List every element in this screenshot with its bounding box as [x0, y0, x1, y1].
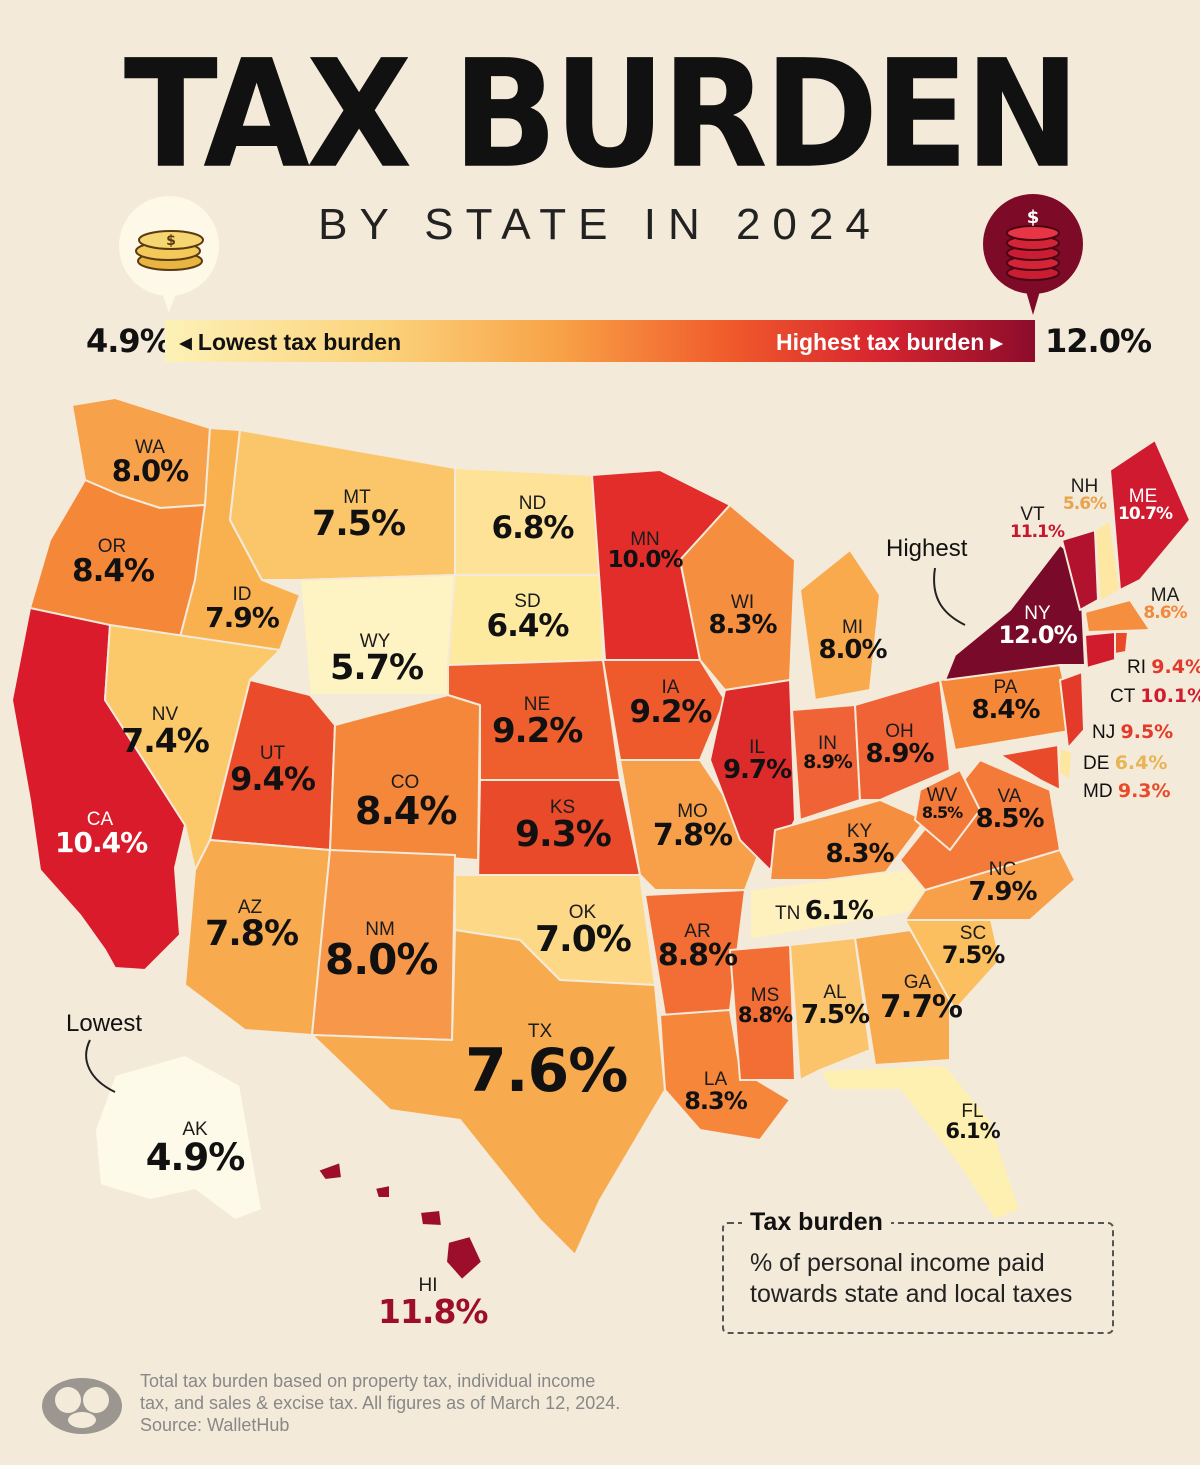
definition-text: % of personal income paid towards state … [750, 1249, 1073, 1308]
label-wa: WA 8.0% [111, 437, 189, 488]
coins-low-icon: $ [119, 196, 219, 313]
label-sd: SD 6.4% [486, 591, 570, 644]
label-nm: NM 8.0% [325, 919, 438, 984]
label-ma: MA 8.6% [1143, 585, 1187, 623]
label-nj: NJ 9.5% [1092, 721, 1174, 743]
label-co: CO 8.4% [355, 772, 457, 833]
label-nv: NV 7.4% [121, 704, 210, 760]
state-ky [769, 799, 926, 881]
state-la [659, 1009, 791, 1141]
label-ut: UT 9.4% [230, 743, 316, 798]
us-map [11, 397, 1191, 1280]
label-mn: MN 10.0% [607, 529, 684, 573]
state-ga [854, 929, 951, 1066]
label-la: LA 8.3% [684, 1069, 748, 1115]
label-mo: MO 7.8% [652, 801, 733, 853]
label-pa: PA 8.4% [971, 677, 1040, 725]
label-nc: NC 7.9% [968, 859, 1037, 907]
state-wv [914, 769, 981, 851]
legend-gradient-bar [165, 320, 1035, 362]
legend-low-label: ◂ Lowest tax burden [180, 329, 402, 355]
state-nj [1059, 671, 1085, 749]
label-mi: MI 8.0% [818, 617, 887, 665]
label-id: ID 7.9% [205, 584, 280, 634]
label-me: ME 10.7% [1118, 486, 1173, 524]
page-subtitle: BY STATE IN 2024 [318, 200, 882, 249]
label-vt: VT 11.1% [1010, 504, 1065, 542]
lowest-arrow [85, 1039, 116, 1093]
label-wv: WV 8.5% [921, 785, 963, 822]
label-wy: WY 5.7% [330, 631, 424, 688]
label-ia: IA 9.2% [629, 677, 713, 730]
lowest-annotation: Lowest [66, 1010, 143, 1037]
label-de: DE 6.4% [1083, 752, 1168, 774]
label-hi: HI 11.8% [378, 1275, 489, 1331]
state-fl [819, 1064, 1021, 1221]
state-ma [1084, 599, 1151, 633]
state-ak [94, 1054, 263, 1221]
label-ky: KY 8.3% [825, 821, 894, 869]
state-mi [799, 549, 881, 701]
label-az: AZ 7.8% [205, 897, 299, 954]
state-me [1109, 439, 1191, 591]
visual-capitalist-logo-icon [42, 1378, 122, 1434]
label-tn: TN 6.1% [775, 896, 874, 926]
label-ri: RI 9.4% [1127, 656, 1200, 678]
label-tx: TX 7.6% [465, 1021, 628, 1106]
label-oh: OH 8.9% [865, 721, 934, 769]
label-nh: NH 5.6% [1062, 476, 1107, 514]
source-note: Total tax burden based on property tax, … [140, 1371, 621, 1435]
state-va [899, 759, 1061, 891]
highest-arrow [933, 567, 966, 626]
label-ne: NE 9.2% [492, 694, 583, 751]
label-sc: SC 7.5% [941, 923, 1006, 969]
label-ms: MS 8.8% [737, 985, 793, 1027]
label-md: MD 9.3% [1083, 780, 1171, 802]
label-va: VA 8.5% [975, 786, 1044, 834]
label-ks: KS 9.3% [515, 797, 612, 855]
label-ar: AR 8.8% [657, 921, 738, 973]
label-ny: NY 12.0% [998, 603, 1077, 649]
state-al [789, 937, 871, 1081]
label-ga: GA 7.7% [880, 972, 963, 1025]
label-al: AL 7.5% [800, 982, 870, 1030]
label-or: OR 8.4% [72, 536, 155, 589]
state-md [999, 744, 1061, 791]
legend-max-value: 12.0% [1045, 322, 1152, 360]
state-tx [311, 929, 666, 1256]
state-oh [854, 679, 951, 801]
state-ms [729, 944, 796, 1081]
label-in: IN 8.9% [803, 733, 853, 773]
svg-text:$: $ [1027, 207, 1040, 228]
coins-high-icon: $ [983, 194, 1083, 315]
state-hi [317, 1161, 483, 1280]
label-ct: CT 10.1% [1110, 685, 1200, 707]
svg-text:$: $ [166, 233, 176, 249]
legend-min-value: 4.9% [86, 322, 172, 360]
label-mt: MT 7.5% [312, 487, 406, 544]
state-ia [602, 659, 726, 761]
state-ny [944, 544, 1086, 681]
legend-high-label: Highest tax burden ▸ [776, 329, 1003, 355]
label-fl: FL 6.1% [945, 1101, 1000, 1143]
label-ok: OK 7.0% [535, 902, 632, 960]
label-wi: WI 8.3% [708, 592, 777, 640]
state-ct [1084, 631, 1116, 669]
page-title: TAX BURDEN [123, 27, 1080, 202]
definition-title: Tax burden [742, 1208, 891, 1237]
state-vt [1061, 529, 1099, 611]
label-ak: AK 4.9% [145, 1119, 246, 1179]
highest-annotation: Highest [886, 535, 968, 562]
state-ri [1114, 631, 1129, 655]
label-nd: ND 6.8% [491, 493, 575, 546]
label-ca: CA 10.4% [55, 809, 148, 859]
label-il: IL 9.7% [722, 737, 792, 785]
definition-box [722, 1222, 1114, 1334]
